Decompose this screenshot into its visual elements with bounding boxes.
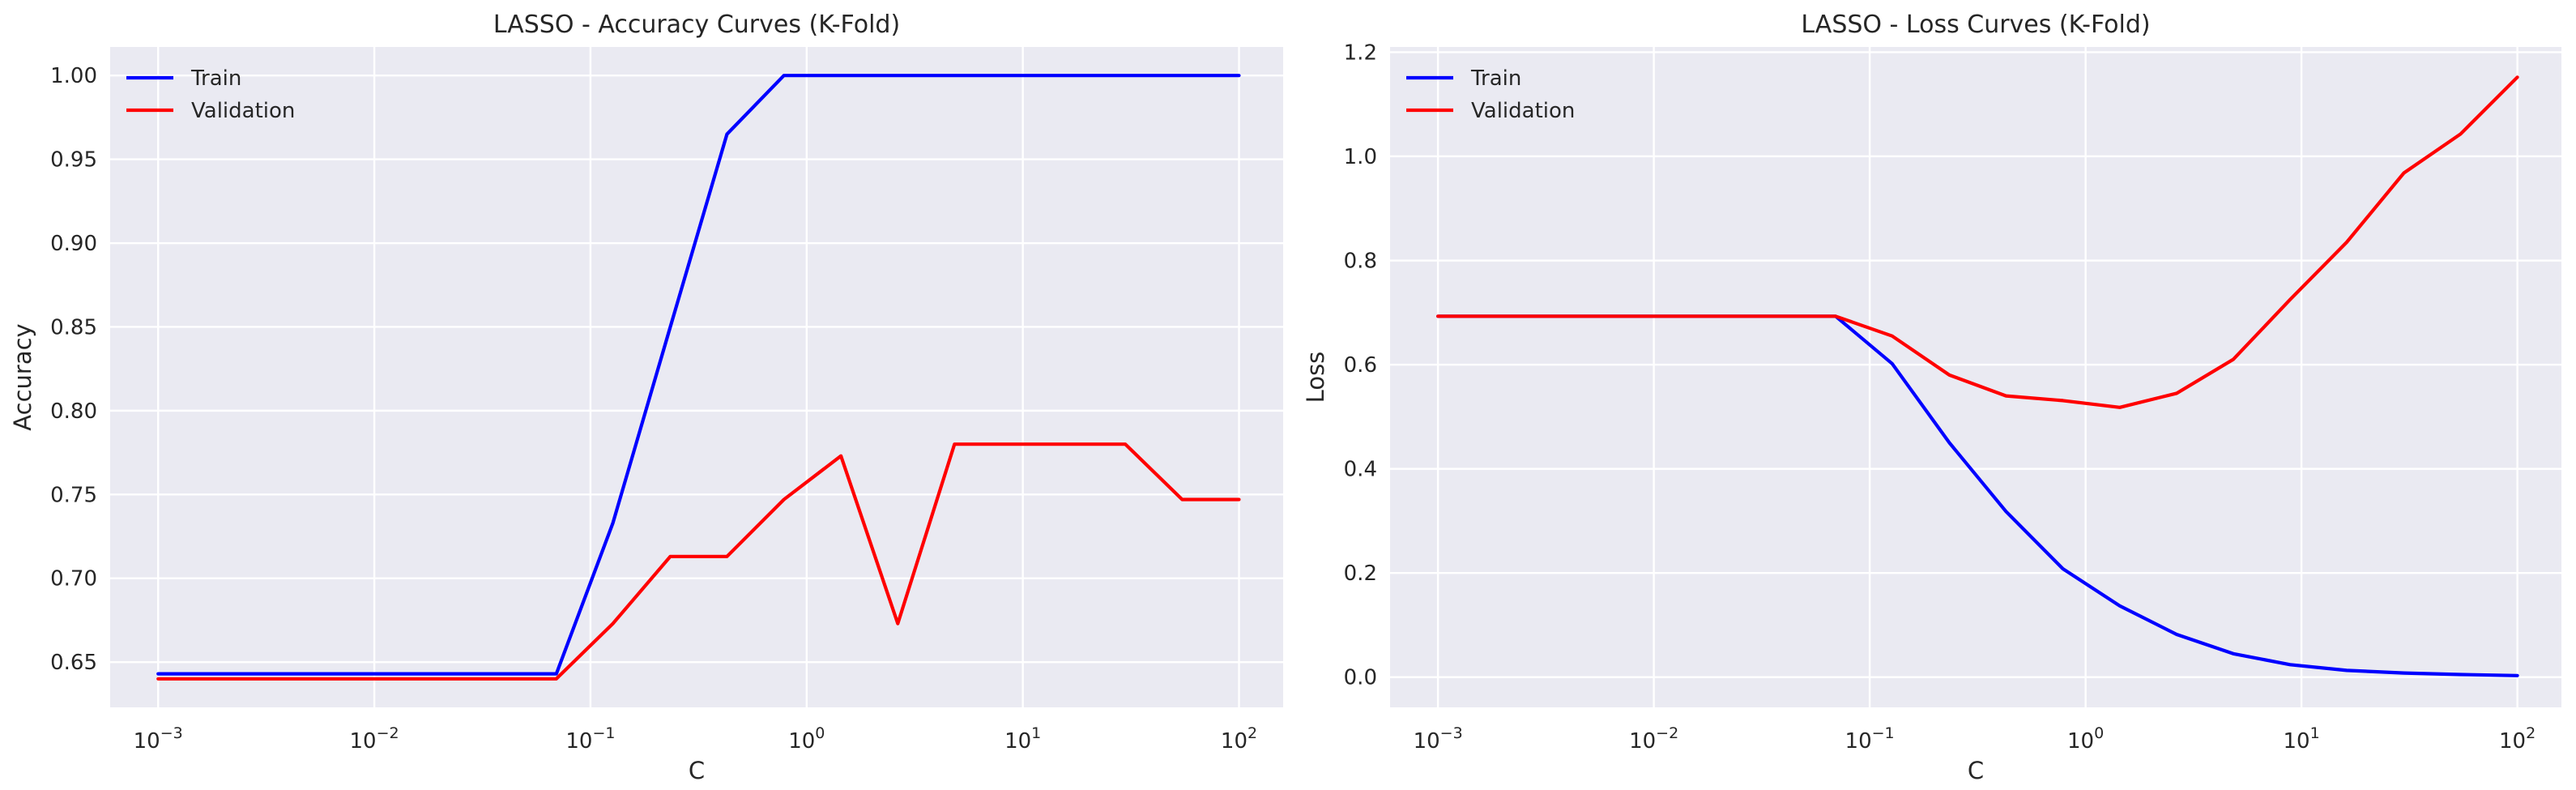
loss-y-axis-label: Loss	[1302, 352, 1329, 404]
accuracy-x-tick-label: 10−3	[134, 724, 183, 754]
accuracy-y-axis-label: Accuracy	[9, 323, 36, 430]
accuracy-x-axis-label: C	[689, 757, 705, 784]
loss-y-tick-label: 0.2	[1344, 562, 1377, 586]
accuracy-series-validation-line	[156, 442, 1241, 681]
loss-legend: Train Validation	[1406, 66, 1575, 123]
loss-y-tick-label: 0.6	[1344, 353, 1377, 378]
accuracy-x-tick-label: 100	[788, 724, 825, 754]
accuracy-x-tick-label: 10−2	[350, 724, 399, 754]
accuracy-y-tick-label: 0.95	[50, 148, 97, 173]
accuracy-y-tick-label: 0.65	[50, 651, 97, 675]
accuracy-plot-area	[110, 47, 1283, 707]
loss-y-tick-label: 0.4	[1344, 458, 1377, 482]
loss-x-axis-label: C	[1968, 757, 1984, 784]
loss-chart: 10−3 10−2 10−1 100 101 102 0.0 0.2 0.4 0.6 0.8 1.0 1…	[1302, 11, 2561, 784]
loss-y-tick-label: 1.0	[1344, 145, 1377, 169]
accuracy-x-tick-label: 102	[1221, 724, 1257, 754]
accuracy-chart-title: LASSO - Accuracy Curves (K-Fold)	[493, 11, 900, 39]
loss-y-tick-label: 0.0	[1344, 666, 1377, 690]
accuracy-legend-label-train: Train	[190, 66, 241, 91]
accuracy-y-tick-label: 0.85	[50, 315, 97, 339]
loss-chart-title: LASSO - Loss Curves (K-Fold)	[1801, 11, 2150, 39]
accuracy-x-tick-label: 101	[1004, 724, 1041, 754]
accuracy-y-tick-label: 0.80	[50, 399, 97, 424]
accuracy-chart: 10−3 10−2 10−1 100 101 102 0.65 0.70 0.75 0.80 0.8…	[9, 11, 1283, 784]
accuracy-y-tick-label: 0.75	[50, 483, 97, 507]
accuracy-y-tick-label: 0.70	[50, 567, 97, 591]
loss-x-tick-label: 101	[2284, 724, 2320, 754]
loss-x-tick-label: 10−3	[1414, 724, 1463, 754]
loss-x-tick-label: 10−1	[1845, 724, 1895, 754]
loss-x-tick-label: 10−2	[1629, 724, 1678, 754]
accuracy-series-train-line	[156, 74, 1241, 676]
loss-y-tick-label: 0.8	[1344, 250, 1377, 274]
loss-series-validation-line	[1435, 75, 2519, 409]
accuracy-legend-label-validation: Validation	[191, 99, 295, 123]
loss-legend-label-validation: Validation	[1471, 99, 1575, 123]
loss-legend-label-train: Train	[1470, 66, 1521, 91]
loss-x-tick-label: 102	[2499, 724, 2535, 754]
loss-y-tick-label: 1.2	[1344, 41, 1377, 65]
loss-plot-area	[1390, 47, 2561, 707]
accuracy-x-tick-label: 10−1	[565, 724, 615, 754]
accuracy-y-tick-label: 1.00	[50, 64, 97, 88]
loss-x-tick-label: 100	[2067, 724, 2104, 754]
accuracy-legend: Train Validation	[126, 66, 295, 123]
accuracy-y-tick-label: 0.90	[50, 232, 97, 256]
